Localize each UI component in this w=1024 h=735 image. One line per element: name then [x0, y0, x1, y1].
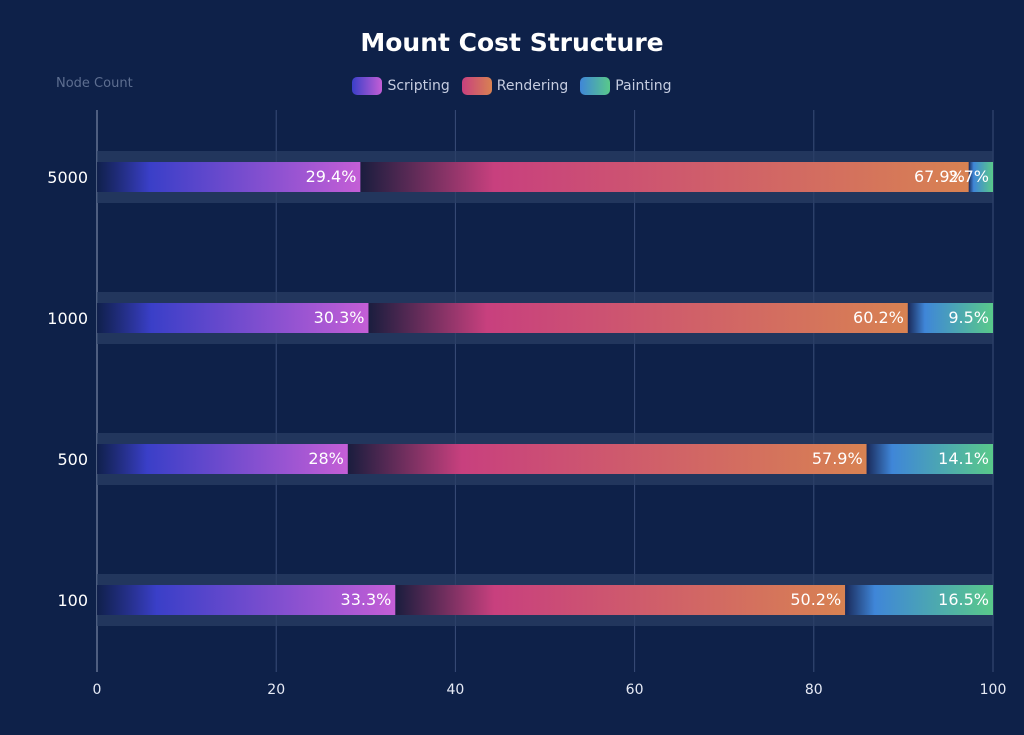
data-label: 67.9% — [914, 167, 965, 186]
data-label: 9.5% — [948, 308, 989, 327]
x-tick-label: 60 — [626, 682, 644, 698]
y-tick-label: 1000 — [47, 309, 88, 328]
data-label: 33.3% — [341, 590, 392, 609]
legend-swatch-rendering — [461, 77, 492, 95]
bar-painting[interactable] — [845, 585, 993, 615]
axes: 0 20 40 60 80 100 100 500 1000 5000 — [47, 168, 1006, 698]
data-label: 50.2% — [790, 590, 841, 609]
x-tick-label: 20 — [267, 682, 285, 698]
data-label: 60.2% — [853, 308, 904, 327]
data-labels: 33.3% 50.2% 16.5% 28% 57.9% 14.1% 30.3% 60.2% 9.… — [306, 167, 989, 609]
bar-rendering[interactable] — [347, 444, 867, 474]
x-tick-label: 0 — [93, 682, 102, 698]
bar-painting[interactable] — [907, 303, 993, 333]
data-label: 2.7% — [948, 167, 989, 186]
bars — [97, 162, 993, 615]
legend-swatch-scripting — [352, 77, 383, 95]
y-axis-name: Node Count — [56, 76, 133, 91]
x-tick-label: 80 — [805, 682, 823, 698]
legend: Scripting Rendering Painting — [0, 77, 1024, 95]
data-label: 57.9% — [812, 449, 863, 468]
bar-scripting[interactable] — [97, 444, 348, 474]
legend-item-painting[interactable]: Painting — [580, 77, 672, 95]
data-label: 30.3% — [314, 308, 365, 327]
data-label: 28% — [308, 449, 344, 468]
x-tick-label: 40 — [446, 682, 464, 698]
bar-bands — [97, 151, 993, 626]
bar-painting[interactable] — [866, 444, 993, 474]
data-label: 16.5% — [938, 590, 989, 609]
chart-title: Mount Cost Structure — [360, 28, 664, 57]
bar-scripting[interactable] — [97, 303, 369, 333]
legend-label-painting: Painting — [615, 78, 672, 94]
bar-rendering[interactable] — [368, 303, 908, 333]
legend-item-rendering[interactable]: Rendering — [461, 77, 569, 95]
y-tick-label: 5000 — [47, 168, 88, 187]
y-tick-label: 100 — [57, 591, 88, 610]
legend-label-scripting: Scripting — [387, 78, 450, 94]
data-label: 14.1% — [938, 449, 989, 468]
bar-painting[interactable] — [968, 162, 993, 192]
x-tick-label: 100 — [980, 682, 1007, 698]
legend-label-rendering: Rendering — [496, 78, 569, 94]
bar-rendering[interactable] — [395, 585, 846, 615]
bar-scripting[interactable] — [97, 162, 361, 192]
bar-scripting[interactable] — [97, 585, 396, 615]
y-tick-label: 500 — [57, 450, 88, 469]
bar-rendering[interactable] — [360, 162, 969, 192]
legend-item-scripting[interactable]: Scripting — [352, 77, 450, 95]
legend-swatch-painting — [580, 77, 611, 95]
data-label: 29.4% — [306, 167, 357, 186]
